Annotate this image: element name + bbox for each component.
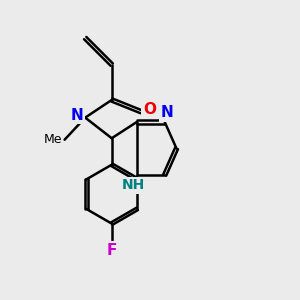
Text: Me: Me — [44, 133, 62, 146]
Text: NH: NH — [122, 178, 146, 192]
Text: N: N — [161, 105, 173, 120]
Text: N: N — [70, 108, 83, 123]
Text: F: F — [106, 243, 117, 258]
Text: O: O — [143, 102, 156, 117]
